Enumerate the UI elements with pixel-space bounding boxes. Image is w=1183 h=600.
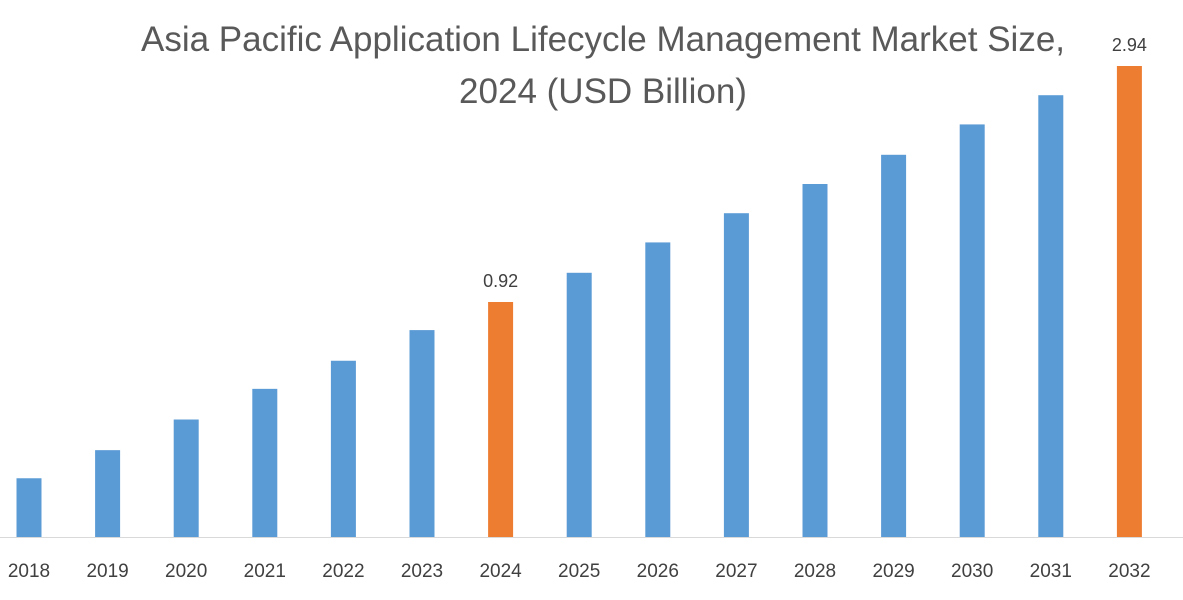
x-tick-label: 2030 bbox=[951, 561, 993, 582]
bar-2030 bbox=[959, 124, 985, 538]
bar-2021 bbox=[252, 388, 278, 537]
x-tick-label: 2019 bbox=[86, 561, 128, 582]
x-tick-label: 2021 bbox=[244, 561, 286, 582]
bar-2018 bbox=[16, 478, 42, 537]
x-tick-label: 2031 bbox=[1030, 561, 1072, 582]
x-tick-label: 2020 bbox=[165, 561, 207, 582]
x-tick-label: 2027 bbox=[715, 561, 757, 582]
bar-2031 bbox=[1038, 95, 1064, 538]
x-tick-label: 2023 bbox=[401, 561, 443, 582]
x-tick-label: 2024 bbox=[479, 561, 522, 582]
x-tick-label: 2026 bbox=[637, 561, 679, 582]
x-tick-label: 2025 bbox=[558, 561, 600, 582]
bar-2026 bbox=[645, 242, 671, 538]
bar-2022 bbox=[330, 360, 356, 537]
bar-2019 bbox=[95, 450, 121, 537]
bar-2023 bbox=[409, 330, 435, 537]
bar-2027 bbox=[723, 213, 749, 537]
chart-title: Asia Pacific Application Lifecycle Manag… bbox=[140, 20, 1066, 111]
data-label-2032: 2.94 bbox=[1112, 35, 1147, 55]
x-tick-label: 2032 bbox=[1108, 561, 1150, 582]
bar-2029 bbox=[881, 154, 907, 537]
x-tick-label: 2022 bbox=[322, 561, 364, 582]
data-label-2024: 0.92 bbox=[483, 271, 518, 291]
bar-2028 bbox=[802, 184, 828, 537]
bar-2032 bbox=[1116, 66, 1142, 537]
bar-2024 bbox=[488, 302, 514, 537]
x-tick-label: 2028 bbox=[794, 561, 836, 582]
bar-2025 bbox=[566, 272, 592, 537]
x-tick-label: 2029 bbox=[872, 561, 914, 582]
bar-2020 bbox=[173, 419, 199, 537]
x-tick-label: 2018 bbox=[8, 561, 50, 582]
